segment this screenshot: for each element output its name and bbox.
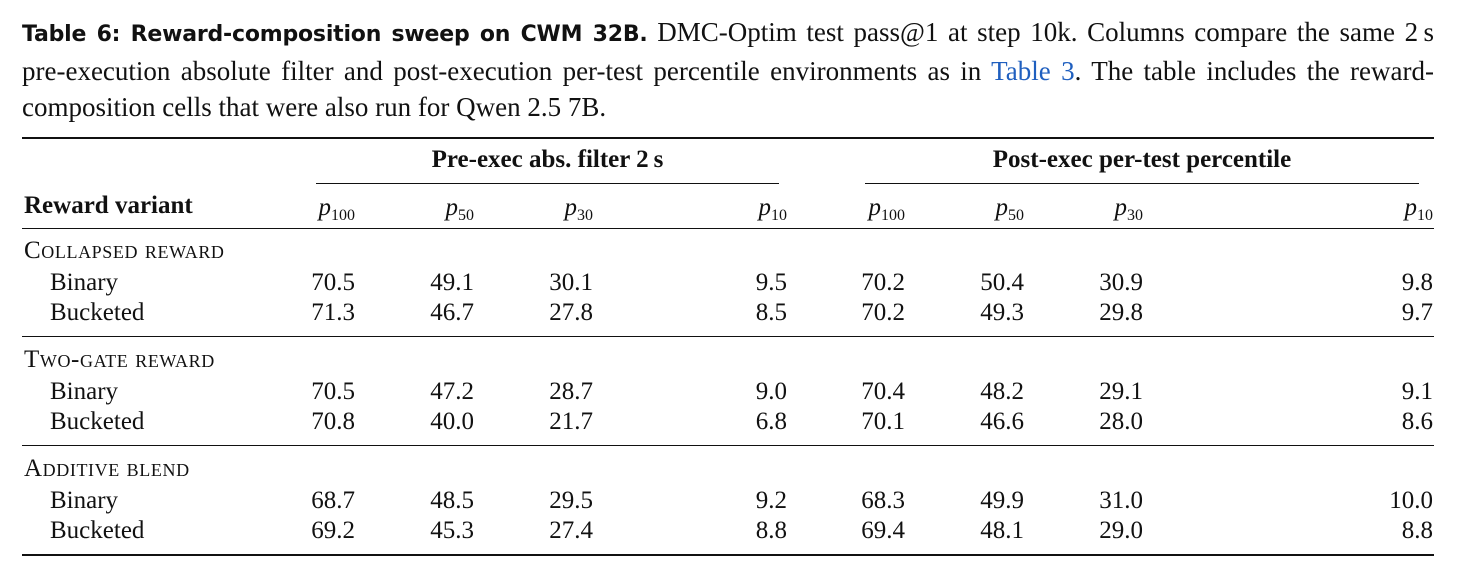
table-cell: 40.0 — [430, 408, 474, 435]
table-cell: 29.8 — [1099, 299, 1143, 326]
section-title: Collapsed reward — [24, 237, 225, 264]
group-underline-post-exec — [865, 183, 1419, 184]
table-cell: 9.0 — [755, 378, 787, 405]
column-symbol: p — [758, 194, 772, 221]
group-underline-pre-exec — [316, 183, 779, 184]
column-symbol: p — [318, 194, 332, 221]
row-label: Binary — [50, 269, 119, 296]
column-subscript: 50 — [458, 207, 474, 224]
table-cell: 27.8 — [549, 299, 593, 326]
table-cell: 71.3 — [311, 299, 355, 326]
table-cell: 70.1 — [861, 408, 905, 435]
table-cell: 29.0 — [1099, 517, 1143, 544]
table-cell: 9.2 — [755, 487, 787, 514]
table-cell: 49.1 — [430, 269, 474, 296]
table-cell: 9.8 — [1401, 269, 1433, 296]
group-header-post-exec: Post-exec per-test percentile — [992, 146, 1292, 173]
table-cell: 68.3 — [861, 487, 905, 514]
row-label: Binary — [50, 487, 119, 514]
table-caption: Table 6: Reward-composition sweep on CWM… — [22, 14, 1434, 125]
caption-text-end: . The table includes the reward-composit… — [22, 56, 1434, 122]
column-symbol: p — [445, 194, 459, 221]
row-label: Bucketed — [50, 408, 145, 435]
column-header-p10: p10 — [759, 193, 788, 226]
table-cell: 29.5 — [549, 487, 593, 514]
column-header-p10: p10 — [1405, 193, 1434, 226]
section-divider — [22, 445, 1434, 446]
table-cell: 9.1 — [1401, 378, 1433, 405]
table-cell: 9.5 — [755, 269, 787, 296]
caption-text: DMC-Optim test pass@1 at step 10k. Colum… — [22, 17, 1434, 86]
row-label: Bucketed — [50, 517, 145, 544]
table-cell: 50.4 — [980, 269, 1024, 296]
table-cell: 47.2 — [430, 378, 474, 405]
table-cell: 27.4 — [549, 517, 593, 544]
table-cell: 8.8 — [755, 517, 787, 544]
table-cell: 10.0 — [1389, 487, 1433, 514]
row-label: Binary — [50, 378, 119, 405]
section-divider — [22, 336, 1434, 337]
column-header-p100: p100 — [319, 193, 356, 226]
table-cell: 29.1 — [1099, 378, 1143, 405]
table-cell: 70.2 — [861, 269, 905, 296]
table-cell: 30.9 — [1099, 269, 1143, 296]
table-cell: 8.5 — [755, 299, 787, 326]
column-header-p100: p100 — [869, 193, 906, 226]
table-cell: 28.0 — [1099, 408, 1143, 435]
column-header-p30: p30 — [565, 193, 594, 226]
column-subscript: 30 — [1127, 207, 1143, 224]
top-rule — [22, 137, 1434, 139]
header-rule — [22, 228, 1434, 229]
table-cell: 69.2 — [311, 517, 355, 544]
column-symbol: p — [995, 194, 1009, 221]
table-cell: 45.3 — [430, 517, 474, 544]
column-subscript: 100 — [331, 207, 355, 224]
column-subscript: 100 — [881, 207, 905, 224]
table-cell: 70.4 — [861, 378, 905, 405]
table-cell: 48.5 — [430, 487, 474, 514]
column-header-p50: p50 — [446, 193, 475, 226]
table-cell: 70.5 — [311, 269, 355, 296]
table-cell: 8.6 — [1401, 408, 1433, 435]
table-cell: 21.7 — [549, 408, 593, 435]
table-cell: 70.5 — [311, 378, 355, 405]
column-subscript: 10 — [1417, 207, 1433, 224]
section-title: Two-gate reward — [24, 346, 215, 373]
table-cell: 48.1 — [980, 517, 1024, 544]
column-subscript: 30 — [577, 207, 593, 224]
table-cell: 46.6 — [980, 408, 1024, 435]
table-cell: 49.9 — [980, 487, 1024, 514]
bottom-rule — [22, 554, 1434, 556]
table-cell: 30.1 — [549, 269, 593, 296]
column-subscript: 10 — [771, 207, 787, 224]
table-3-link[interactable]: Table 3 — [991, 56, 1075, 86]
group-header-pre-exec: Pre-exec abs. filter 2 s — [431, 146, 664, 173]
table-cell: 6.8 — [755, 408, 787, 435]
table-cell: 70.2 — [861, 299, 905, 326]
column-header-p50: p50 — [996, 193, 1025, 226]
column-subscript: 50 — [1008, 207, 1024, 224]
table-cell: 49.3 — [980, 299, 1024, 326]
table-cell: 8.8 — [1401, 517, 1433, 544]
table-cell: 69.4 — [861, 517, 905, 544]
column-symbol: p — [868, 194, 882, 221]
table-cell: 28.7 — [549, 378, 593, 405]
section-title: Additive blend — [24, 455, 190, 482]
row-header-reward-variant: Reward variant — [24, 192, 193, 219]
table-cell: 31.0 — [1099, 487, 1143, 514]
table-cell: 9.7 — [1401, 299, 1433, 326]
table-cell: 68.7 — [311, 487, 355, 514]
table-cell: 70.8 — [311, 408, 355, 435]
column-symbol: p — [1114, 194, 1128, 221]
column-symbol: p — [564, 194, 578, 221]
row-label: Bucketed — [50, 299, 145, 326]
column-header-p30: p30 — [1115, 193, 1144, 226]
table-cell: 46.7 — [430, 299, 474, 326]
table-cell: 48.2 — [980, 378, 1024, 405]
column-symbol: p — [1404, 194, 1418, 221]
caption-label: Table 6: Reward-composition sweep on CWM… — [22, 22, 648, 47]
